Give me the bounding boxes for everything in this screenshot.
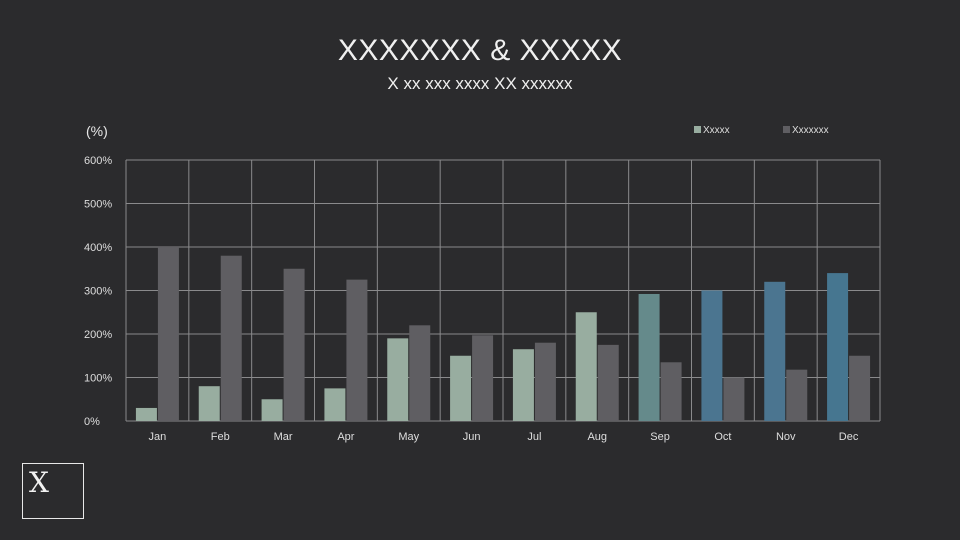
- bar-xxxxxxx-nov: [786, 369, 808, 421]
- bar-xxxxxxx-jun: [472, 335, 494, 421]
- bar-xxxxxxx-may: [409, 325, 431, 421]
- bar-xxxxxxx-feb: [220, 255, 242, 421]
- bar-xxxxxxx-oct: [723, 377, 745, 421]
- bar-xxxxx-oct: [701, 290, 723, 421]
- y-tick-label: 100%: [84, 373, 112, 385]
- bar-xxxxx-jun: [450, 355, 472, 421]
- x-tick-label: Dec: [839, 431, 859, 443]
- bar-xxxxx-apr: [324, 388, 346, 421]
- bar-xxxxxxx-sep: [660, 362, 682, 421]
- bar-xxxxx-sep: [638, 293, 660, 421]
- x-tick-label: Jan: [149, 431, 167, 443]
- bar-xxxxx-mar: [261, 399, 283, 421]
- x-tick-label: Sep: [650, 431, 670, 443]
- bar-xxxxx-jan: [135, 407, 157, 421]
- bar-xxxxxxx-jan: [157, 246, 179, 421]
- chart-legend: Xxxxx Xxxxxxx: [694, 125, 829, 136]
- y-tick-label: 400%: [84, 242, 112, 254]
- legend-label: Xxxxxxx: [792, 125, 829, 136]
- y-tick-label: 300%: [84, 286, 112, 298]
- chart-title: XXXXXXX & XXXXX: [337, 34, 623, 67]
- y-tick-label: 600%: [84, 155, 112, 167]
- x-tick-label: Mar: [274, 431, 293, 443]
- logo: X: [22, 463, 84, 519]
- chart-grid: [125, 159, 881, 422]
- bar-xxxxxxx-apr: [346, 279, 368, 421]
- legend-label: Xxxxx: [703, 125, 730, 136]
- bar-xxxxxxx-jul: [534, 342, 556, 421]
- logo-text: X: [29, 466, 49, 499]
- y-axis-ticks: 0% 100% 200% 300% 400% 500% 600%: [84, 155, 112, 428]
- bar-xxxxx-nov: [764, 281, 786, 421]
- x-tick-label: Apr: [337, 431, 354, 443]
- chart-subtitle: X xx xxx xxxx XX xxxxxx: [387, 74, 573, 93]
- legend-swatch: [783, 126, 790, 133]
- bar-xxxxxxx-dec: [849, 355, 871, 421]
- legend-swatch: [694, 126, 701, 133]
- bar-xxxxxxx-mar: [283, 268, 305, 421]
- x-tick-label: Feb: [211, 431, 230, 443]
- bar-xxxxx-jul: [512, 349, 534, 421]
- x-tick-label: Aug: [587, 431, 607, 443]
- y-tick-label: 0%: [84, 416, 100, 428]
- x-tick-label: Oct: [714, 431, 731, 443]
- x-axis-ticks: Jan Feb Mar Apr May Jun Jul Aug Sep Oct Nov Dec: [149, 431, 859, 443]
- bar-xxxxx-dec: [827, 273, 849, 421]
- bar-xxxxxxx-aug: [597, 344, 619, 421]
- x-tick-label: Jul: [527, 431, 541, 443]
- y-tick-label: 500%: [84, 199, 112, 211]
- chart-bars: [135, 246, 871, 421]
- x-tick-label: May: [398, 431, 419, 443]
- bar-xxxxx-feb: [198, 386, 220, 421]
- x-tick-label: Jun: [463, 431, 481, 443]
- x-tick-label: Nov: [776, 431, 796, 443]
- bar-xxxxx-aug: [575, 312, 597, 421]
- y-unit-label: (%): [86, 123, 108, 139]
- y-tick-label: 200%: [84, 329, 112, 341]
- bar-xxxxx-may: [387, 338, 409, 421]
